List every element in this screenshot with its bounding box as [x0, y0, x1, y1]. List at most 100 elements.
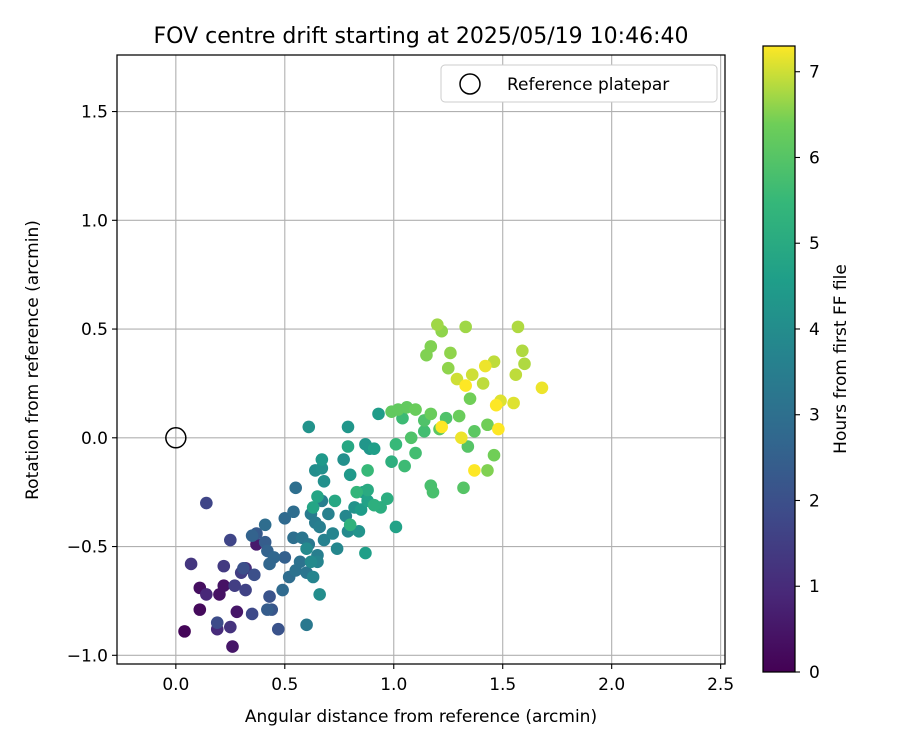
scatter-point — [343, 468, 357, 482]
scatter-point — [239, 583, 252, 597]
scatter-point — [409, 403, 422, 416]
scatter-point — [492, 422, 505, 436]
colorbar — [763, 46, 795, 672]
scatter-point — [463, 392, 477, 405]
scatter-point — [367, 442, 381, 455]
scatter-point — [481, 418, 494, 432]
scatter-point — [404, 431, 418, 445]
reference-layer — [165, 427, 187, 449]
legend-entry-label: Reference platepar — [507, 75, 669, 95]
scatter-point — [452, 409, 466, 423]
scatter-point — [276, 583, 289, 597]
scatter-point — [245, 529, 259, 542]
scatter-point — [385, 455, 398, 469]
x-tick-label: 2.0 — [598, 675, 625, 695]
colorbar-tick-label: 7 — [809, 63, 820, 83]
scatter-point — [489, 398, 503, 412]
scatter-point — [481, 464, 494, 477]
scatter-point — [289, 481, 302, 495]
scatter-point — [459, 379, 472, 392]
scatter-point — [507, 396, 520, 410]
scatter-point — [457, 481, 470, 495]
colorbar-tick-label: 1 — [809, 577, 820, 597]
y-axis-ticks: −1.0 −0.5 0.0 0.5 1.0 1.5 — [67, 103, 117, 666]
y-tick-label: 1.5 — [81, 103, 108, 123]
colorbar-tick-label: 4 — [809, 320, 820, 340]
scatter-point — [380, 492, 394, 506]
scatter-point — [343, 518, 357, 532]
scatter-point — [278, 551, 292, 564]
scatter-point — [224, 620, 237, 634]
scatter-point — [261, 603, 274, 616]
scatter-point — [247, 568, 261, 582]
y-tick-label: −1.0 — [67, 646, 108, 666]
scatter-point — [361, 464, 374, 477]
scatter-point — [313, 588, 326, 601]
x-tick-label: 0.0 — [162, 675, 189, 695]
grid-layer — [117, 55, 725, 664]
scatter-point — [450, 372, 464, 386]
colorbar-frame — [762, 45, 796, 673]
scatter-point — [389, 438, 403, 451]
scatter-point — [178, 625, 191, 638]
x-tick-label: 1.5 — [489, 675, 516, 695]
colorbar-tick-label: 6 — [809, 148, 820, 168]
x-tick-label: 0.5 — [271, 675, 298, 695]
legend: Reference platepar — [440, 64, 718, 103]
y-tick-label: 1.0 — [81, 211, 108, 231]
scatter-point — [372, 407, 385, 421]
scatter-point — [424, 407, 438, 421]
chart-title: FOV centre drift starting at 2025/05/19 … — [154, 24, 689, 49]
scatter-point — [263, 557, 276, 571]
scatter-point — [330, 542, 344, 556]
colorbar-tick-label: 5 — [809, 234, 820, 254]
scatter-point — [516, 344, 529, 358]
scatter-point — [287, 531, 300, 545]
colorbar-tick-label: 2 — [809, 491, 820, 511]
plot-area — [117, 55, 725, 664]
scatter-point — [278, 511, 292, 525]
scatter-point — [200, 588, 213, 601]
scatter-point — [217, 559, 231, 573]
scatter-point — [337, 453, 350, 466]
colorbar-tick-label: 0 — [809, 663, 820, 683]
scatter-point — [478, 359, 492, 373]
scatter-point — [210, 616, 224, 629]
scatter-point — [289, 564, 302, 577]
scatter-point — [468, 424, 481, 438]
scatter-point — [302, 420, 316, 434]
scatter-point — [184, 557, 198, 571]
scatter-point — [465, 368, 479, 382]
scatter-point — [315, 461, 329, 475]
x-axis-label: Angular distance from reference (arcmin) — [245, 707, 597, 727]
scatter-point — [258, 518, 272, 532]
y-axis-label: Rotation from reference (arcmin) — [23, 220, 43, 500]
reference-platepar-marker — [165, 427, 187, 449]
scatter-point — [352, 525, 366, 538]
scatter-point — [306, 570, 320, 584]
y-tick-label: 0.5 — [81, 320, 108, 340]
scatter-point — [245, 607, 259, 621]
legend-box — [440, 64, 718, 103]
y-tick-label: −0.5 — [67, 538, 108, 558]
scatter-point — [509, 368, 523, 382]
scatter-point — [313, 520, 326, 534]
scatter-point — [435, 420, 449, 434]
colorbar-ticks: 0 1 2 3 4 5 6 7 — [795, 63, 820, 683]
scatter-point — [426, 485, 440, 499]
scatter-point — [311, 490, 324, 503]
scatter-point — [287, 505, 300, 519]
scatter-point — [228, 579, 241, 592]
scatter-point — [322, 507, 335, 521]
scatter-point — [326, 527, 340, 540]
x-tick-label: 1.0 — [380, 675, 407, 695]
scatter-point — [511, 320, 525, 334]
scatter-point — [304, 555, 318, 569]
scatter-point — [468, 464, 481, 477]
scatter-point — [263, 590, 276, 603]
points-layer — [178, 318, 549, 653]
scatter-point — [459, 320, 472, 334]
scatter-point — [518, 357, 531, 371]
colorbar-label: Hours from first FF file — [831, 264, 851, 454]
